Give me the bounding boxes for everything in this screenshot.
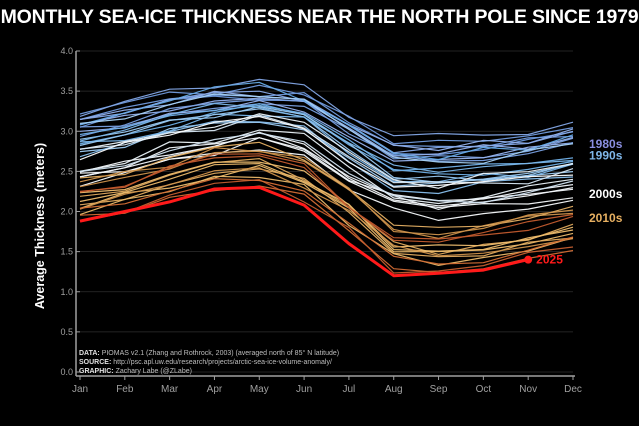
x-tick-label: Aug bbox=[385, 384, 403, 395]
y-tick-label: 4.0 bbox=[60, 46, 73, 56]
series-line-2010s bbox=[79, 147, 574, 236]
x-tick-label: May bbox=[250, 384, 269, 395]
y-tick-labels: 0.0 0.5 1.0 1.5 2.0 2.5 3.0 3.5 4.0 bbox=[60, 46, 73, 377]
y-tick-label: 3.5 bbox=[60, 86, 73, 96]
highlight-line-2025 bbox=[79, 185, 529, 278]
y-axis-label: Average Thickness (meters) bbox=[33, 143, 47, 309]
series-line-1990s bbox=[79, 113, 574, 183]
y-tick-label: 0.0 bbox=[60, 367, 73, 377]
y-tick-label: 3.0 bbox=[60, 126, 73, 136]
axes bbox=[75, 50, 575, 380]
legend-label-1990s: 1990s bbox=[589, 148, 623, 162]
series-line-2020s bbox=[79, 153, 574, 243]
legend-label-2010s: 2010s bbox=[589, 211, 623, 225]
series-line-1990s bbox=[79, 108, 574, 182]
legend-label-2000s: 2000s bbox=[589, 187, 623, 201]
x-tick-label: Feb bbox=[116, 384, 134, 395]
y-tick-label: 2.0 bbox=[60, 207, 73, 217]
x-tick-label: Jun bbox=[296, 384, 312, 395]
x-tick-label: Jan bbox=[72, 384, 88, 395]
source-data-label: DATA: bbox=[79, 350, 100, 357]
x-tick-label: Oct bbox=[476, 384, 492, 395]
source-source-label: SOURCE: bbox=[79, 359, 111, 366]
x-tick-label: Nov bbox=[519, 384, 537, 395]
source-graphic-text: Zachary Labe (@ZLabe) bbox=[116, 368, 192, 375]
series-line-2010s bbox=[79, 167, 574, 257]
series-line-1980s bbox=[79, 78, 574, 137]
source-note: DATA: PIOMAS v2.1 (Zhang and Rothrock, 2… bbox=[79, 349, 339, 375]
y-tick-label: 1.5 bbox=[60, 247, 73, 257]
x-tick-label: Sep bbox=[430, 384, 448, 395]
series-line-2020s bbox=[79, 178, 574, 265]
legend-label-1980s: 1980s bbox=[589, 137, 623, 151]
x-tick-labels: Jan Feb Mar Apr May Jun Jul Aug Sep Oct Nov Dec bbox=[72, 384, 582, 395]
series-line-2000s bbox=[79, 129, 574, 205]
series-line-1990s bbox=[79, 81, 574, 161]
x-tick-label: Dec bbox=[564, 384, 582, 395]
series-line-1990s bbox=[79, 105, 574, 184]
series-line-1980s bbox=[79, 90, 574, 152]
y-tick-label: 1.0 bbox=[60, 287, 73, 297]
x-tick-label: Jul bbox=[343, 384, 356, 395]
series-line-2020s bbox=[79, 179, 574, 274]
highlight-label-2025: 2025 bbox=[536, 253, 563, 267]
y-tick-label: 2.5 bbox=[60, 166, 73, 176]
series-line-2000s bbox=[79, 132, 574, 204]
y-tick-label: 0.5 bbox=[60, 327, 73, 337]
series-line-2000s bbox=[79, 115, 574, 188]
svg-text:DATA: PIOMAS v2.1 (Zhang and R: DATA: PIOMAS v2.1 (Zhang and Rothrock, 2… bbox=[79, 349, 339, 357]
series-line-2010s bbox=[79, 162, 574, 252]
series-line-2000s bbox=[79, 131, 574, 211]
x-tick-label: Apr bbox=[207, 384, 223, 395]
x-tick-label: Mar bbox=[161, 384, 179, 395]
source-source-text: http://psc.apl.uw.edu/research/projects/… bbox=[113, 359, 332, 366]
svg-text:SOURCE: http://psc.apl.uw.edu/: SOURCE: http://psc.apl.uw.edu/research/p… bbox=[79, 359, 332, 366]
series-lines: 2025 bbox=[79, 78, 574, 278]
series-line-2020s bbox=[79, 155, 574, 240]
series-line-1990s bbox=[79, 93, 574, 164]
series-line-1980s bbox=[79, 98, 574, 162]
highlight-endpoint-2025 bbox=[524, 255, 533, 264]
chart-title: MONTHLY SEA-ICE THICKNESS NEAR THE NORTH… bbox=[0, 6, 639, 28]
series-line-1980s bbox=[79, 99, 574, 162]
source-data-text: PIOMAS v2.1 (Zhang and Rothrock, 2003) (… bbox=[102, 349, 339, 357]
svg-text:GRAPHIC: Zachary Labe (@ZLabe): GRAPHIC: Zachary Labe (@ZLabe) bbox=[79, 368, 192, 375]
series-line-1990s bbox=[79, 102, 574, 173]
series-line-2010s bbox=[79, 168, 574, 258]
source-graphic-label: GRAPHIC: bbox=[79, 368, 114, 375]
series-line-2000s bbox=[79, 114, 574, 185]
series-line-2010s bbox=[79, 141, 574, 228]
